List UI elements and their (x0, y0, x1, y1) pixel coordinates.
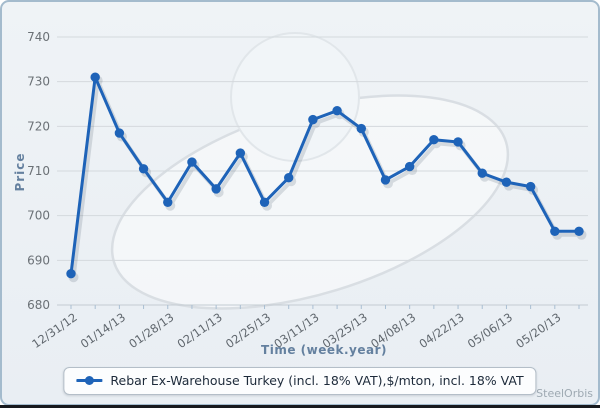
data-point[interactable] (235, 148, 246, 158)
data-point[interactable] (66, 269, 76, 279)
y-tick-label: 690 (27, 253, 50, 267)
data-point[interactable] (211, 184, 221, 194)
brand-watermark-text: SteelOrbis (536, 387, 593, 400)
x-axis-title: Time (week.year) (261, 343, 387, 357)
data-point[interactable] (356, 123, 366, 134)
data-point[interactable] (550, 226, 560, 236)
legend-label: Rebar Ex-Warehouse Turkey (incl. 18% VAT… (110, 373, 524, 388)
data-point[interactable] (525, 181, 536, 192)
data-point[interactable] (380, 175, 391, 185)
data-point[interactable] (187, 157, 197, 167)
data-point[interactable] (332, 106, 342, 116)
data-point[interactable] (404, 161, 415, 172)
data-point[interactable] (90, 72, 100, 82)
y-tick-label: 720 (27, 119, 50, 133)
data-point[interactable] (163, 197, 173, 207)
legend-item[interactable]: Rebar Ex-Warehouse Turkey (incl. 18% VAT… (63, 367, 537, 395)
series-line-marker-icon (76, 375, 103, 386)
data-point[interactable] (429, 135, 439, 145)
data-point[interactable] (453, 137, 463, 147)
data-point[interactable] (114, 128, 125, 138)
data-point[interactable] (501, 177, 512, 187)
y-tick-label: 730 (27, 75, 50, 89)
price-line (69, 75, 581, 276)
data-point[interactable] (308, 114, 318, 125)
data-point[interactable] (138, 164, 149, 174)
y-tick-label: 710 (27, 164, 50, 178)
data-point[interactable] (477, 168, 487, 178)
data-point[interactable] (574, 226, 584, 236)
steelorbis-swoosh-watermark (110, 32, 510, 310)
y-tick-label: 700 (27, 209, 50, 223)
y-tick-label: 680 (27, 298, 50, 312)
price-line-chart: 68069070071072073074012/31/1201/14/1301/… (27, 30, 588, 351)
data-point[interactable] (259, 197, 270, 207)
y-axis-title: Price (13, 152, 27, 192)
y-tick-label: 740 (27, 30, 50, 44)
window-bottom-edge (0, 405, 600, 408)
data-point[interactable] (284, 173, 294, 183)
